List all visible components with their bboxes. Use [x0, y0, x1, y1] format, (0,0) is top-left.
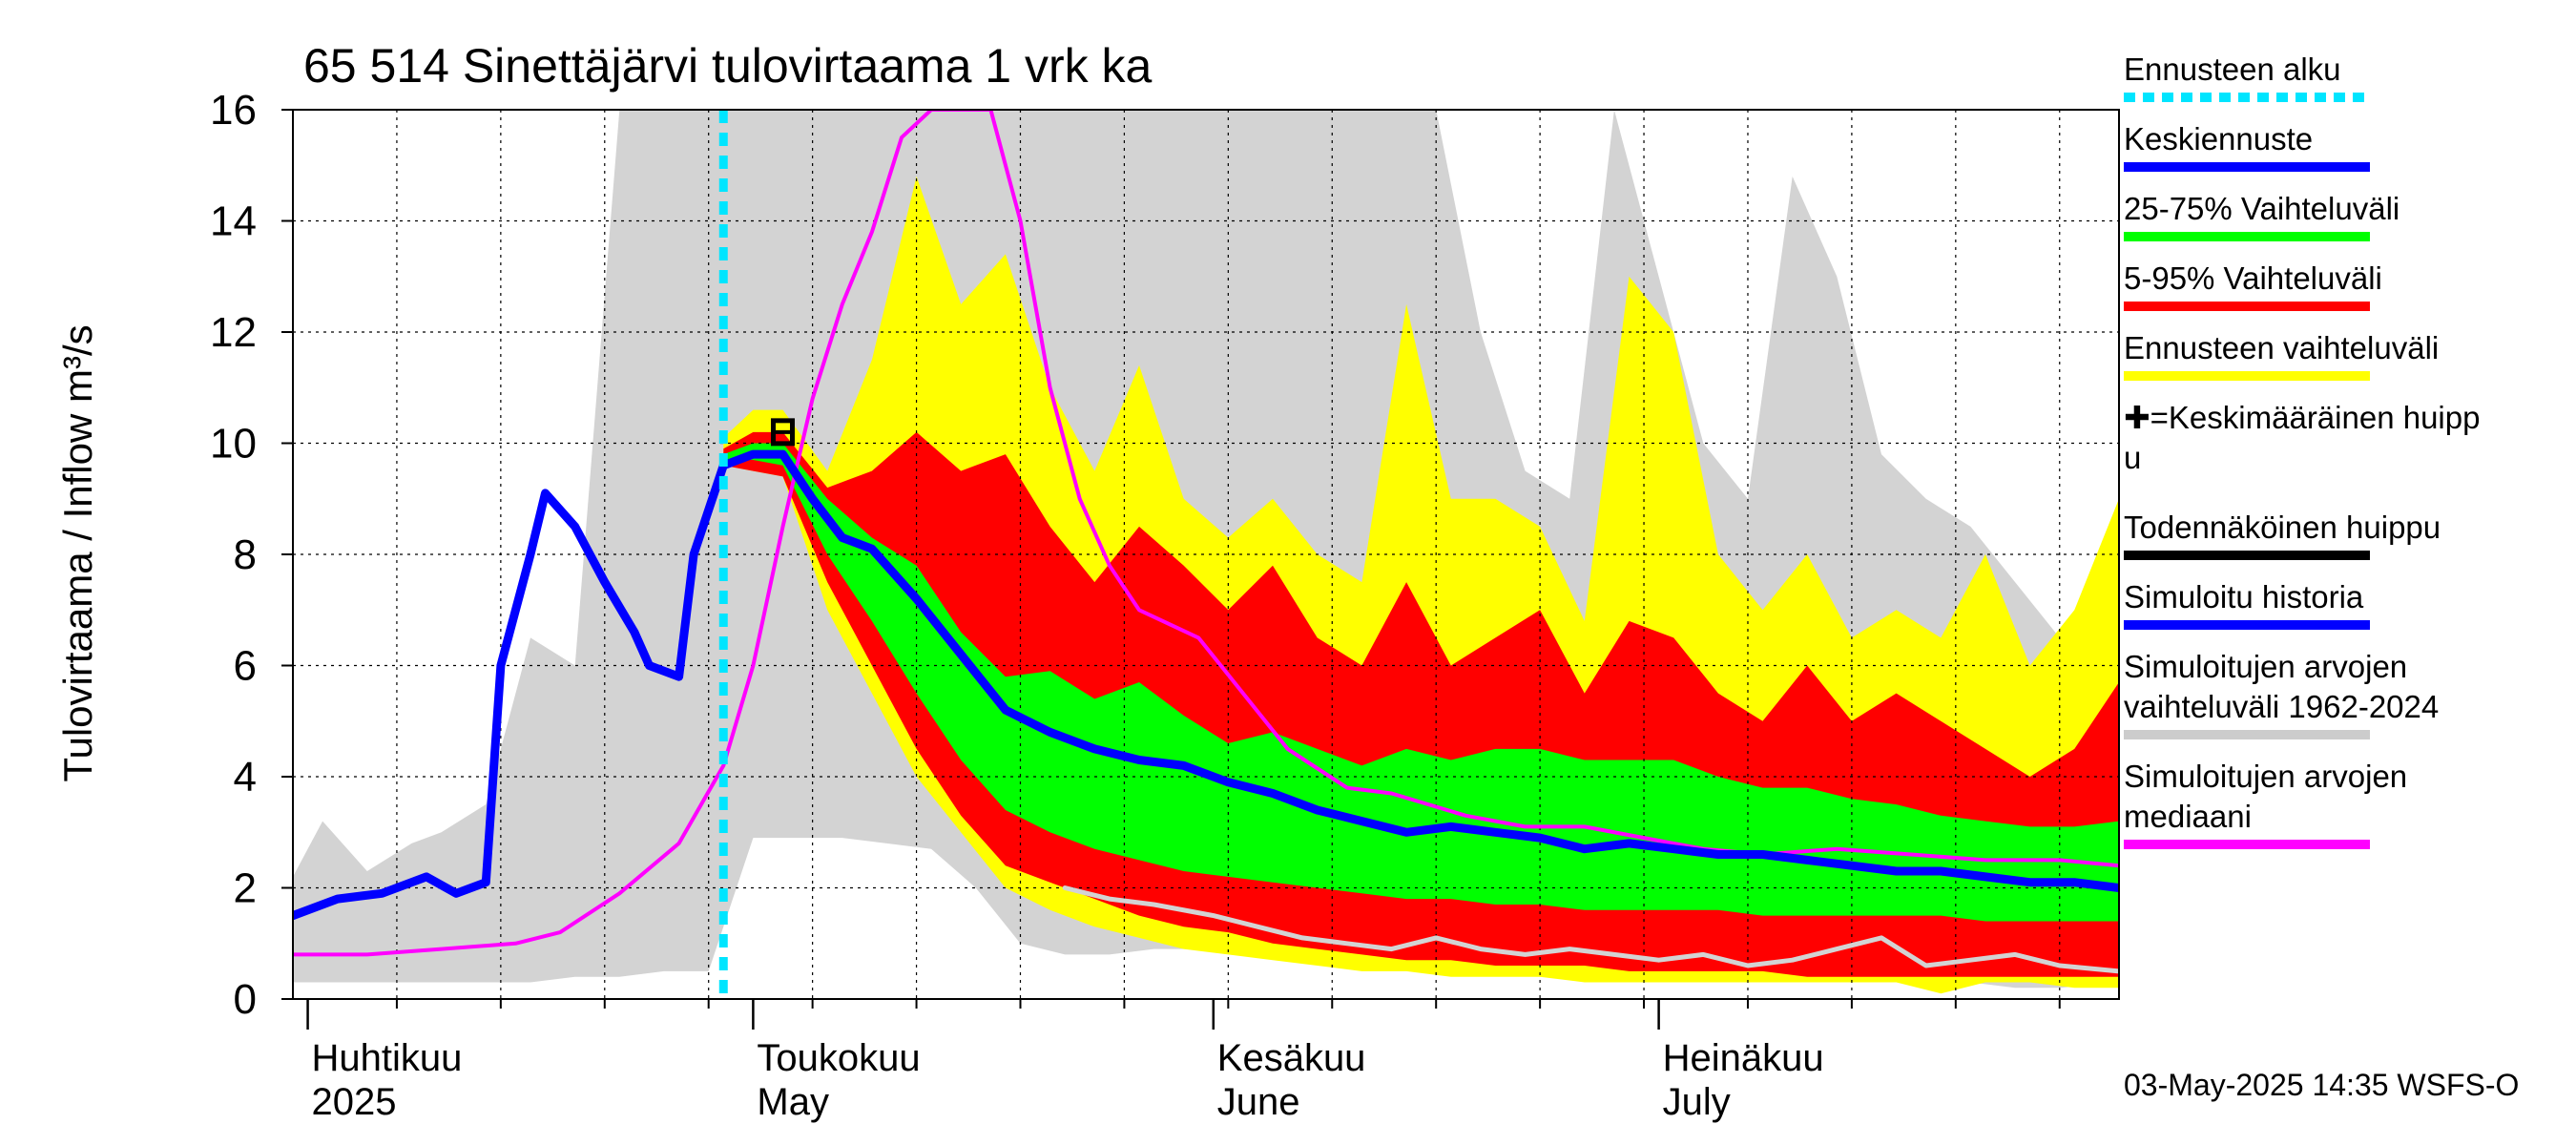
- y-axis-label: Tulovirtaama / Inflow m³/s: [55, 324, 100, 781]
- legend-label: 25-75% Vaihteluväli: [2124, 191, 2399, 226]
- y-tick-label: 12: [210, 309, 257, 356]
- legend: Ennusteen alku Keskiennuste 25-75% Vaihtel…: [2124, 52, 2480, 849]
- legend-label: 5-95% Vaihteluväli: [2124, 260, 2382, 296]
- chart-title: 65 514 Sinettäjärvi tulovirtaama 1 vrk k…: [303, 39, 1153, 93]
- band-25-75-vaihteluv-li: [723, 443, 2119, 922]
- y-tick-label: 8: [234, 531, 257, 578]
- legend-label: Ennusteen vaihteluväli: [2124, 330, 2439, 365]
- x-month-label: Kesäkuu: [1217, 1037, 1366, 1079]
- line-minimiennuste: [1062, 885, 2119, 974]
- legend-label: ✚=Keskimääräinen huipp: [2124, 400, 2480, 435]
- legend-item-todenn-k-inen-huippu: Todennäköinen huippu: [2124, 510, 2441, 560]
- x-month-sublabel: 2025: [312, 1081, 397, 1123]
- legend-label: Keskiennuste: [2124, 121, 2313, 156]
- legend-label: Ennusteen alku: [2124, 52, 2341, 87]
- legend-item-ennusteen-vaihteluv-li: Ennusteen vaihteluväli: [2124, 330, 2439, 381]
- legend-label: Simuloitujen arvojen: [2124, 649, 2407, 684]
- legend-item-keskim-r-inen-huipp-u: ✚=Keskimääräinen huipp u: [2124, 400, 2480, 475]
- legend-label: Simuloitujen arvojen: [2124, 759, 2407, 794]
- x-month-label: Toukokuu: [757, 1037, 920, 1079]
- line-simuloitu-historia: [293, 461, 728, 921]
- legend-item-simuloitujen-arvojen-mediaani: Simuloitujen arvojen mediaani: [2124, 759, 2407, 849]
- legend-item-simuloitujen-arvojen-vaihteluv-li-1962-2024: Simuloitujen arvojen vaihteluväli 1962-20…: [2124, 649, 2439, 739]
- y-tick-label: 2: [234, 865, 257, 912]
- x-month-label: Heinäkuu: [1663, 1037, 1824, 1079]
- footer-timestamp: 03-May-2025 14:35 WSFS-O: [2124, 1068, 2519, 1102]
- plot-lines: [293, 110, 2119, 999]
- x-month-label: Huhtikuu: [312, 1037, 463, 1079]
- x-month-sublabel: July: [1663, 1081, 1731, 1123]
- y-tick-label: 0: [234, 976, 257, 1023]
- legend-label: u: [2124, 440, 2141, 475]
- legend-label: Todennäköinen huippu: [2124, 510, 2441, 545]
- legend-label: Simuloitu historia: [2124, 579, 2364, 614]
- legend-item-5-95-vaihteluv-li: 5-95% Vaihteluväli: [2124, 260, 2382, 311]
- legend-item-ennusteen-alku: Ennusteen alku: [2124, 52, 2370, 102]
- legend-label: vaihteluväli 1962-2024: [2124, 689, 2439, 724]
- x-month-sublabel: May: [757, 1081, 829, 1123]
- y-tick-label: 4: [234, 754, 257, 801]
- y-tick-label: 10: [210, 421, 257, 468]
- y-tick-label: 16: [210, 87, 257, 134]
- legend-item-25-75-vaihteluv-li: 25-75% Vaihteluväli: [2124, 191, 2399, 241]
- legend-item-keskiennuste: Keskiennuste: [2124, 121, 2370, 172]
- line-keskiennuste: [718, 449, 2119, 892]
- legend-label: mediaani: [2124, 799, 2252, 834]
- plot-area: [293, 110, 2119, 994]
- x-month-sublabel: June: [1217, 1081, 1300, 1123]
- legend-item-simuloitu-historia: Simuloitu historia: [2124, 579, 2370, 630]
- y-tick-label: 6: [234, 643, 257, 690]
- y-tick-label: 14: [210, 198, 257, 245]
